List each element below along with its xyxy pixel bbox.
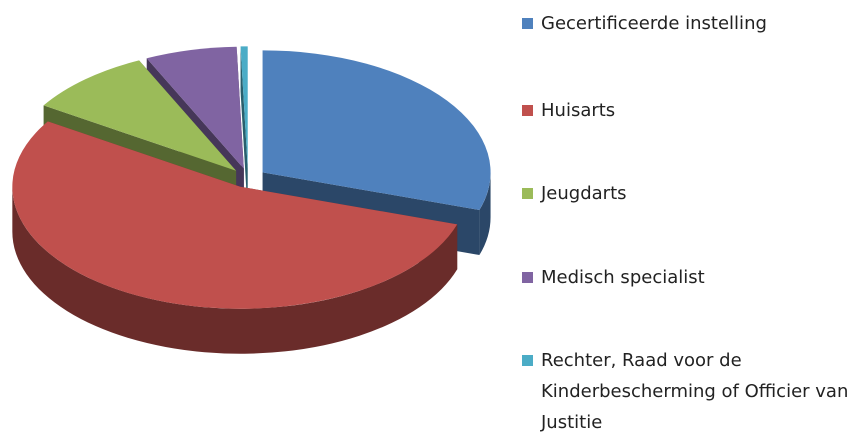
legend-item: Rechter, Raad voor de Kinderbescherming …	[522, 345, 859, 435]
slice	[262, 50, 491, 211]
slice-wall	[479, 172, 491, 256]
legend-swatch	[522, 355, 533, 366]
legend-item: Jeugdarts	[522, 178, 859, 209]
legend-label: Medisch specialist	[541, 267, 705, 288]
slice-side	[240, 46, 248, 214]
legend-label: Gecertificeerde instelling	[541, 13, 767, 34]
slice-wall	[12, 186, 458, 354]
legend-item: Huisarts	[522, 95, 859, 126]
legend-label: Huisarts	[541, 100, 616, 121]
legend-label: Jeugdarts	[541, 183, 627, 204]
legend-swatch	[522, 18, 533, 29]
slice	[12, 121, 458, 309]
legend-label: Rechter, Raad voor de Kinderbescherming …	[541, 350, 849, 433]
slice	[43, 60, 237, 171]
slice	[146, 46, 244, 169]
legend-swatch	[522, 272, 533, 283]
legend-item: Gecertificeerde instelling	[522, 8, 859, 39]
legend-item: Medisch specialist	[522, 262, 859, 293]
legend-swatch	[522, 105, 533, 116]
slice	[240, 46, 248, 169]
legend-swatch	[522, 188, 533, 199]
